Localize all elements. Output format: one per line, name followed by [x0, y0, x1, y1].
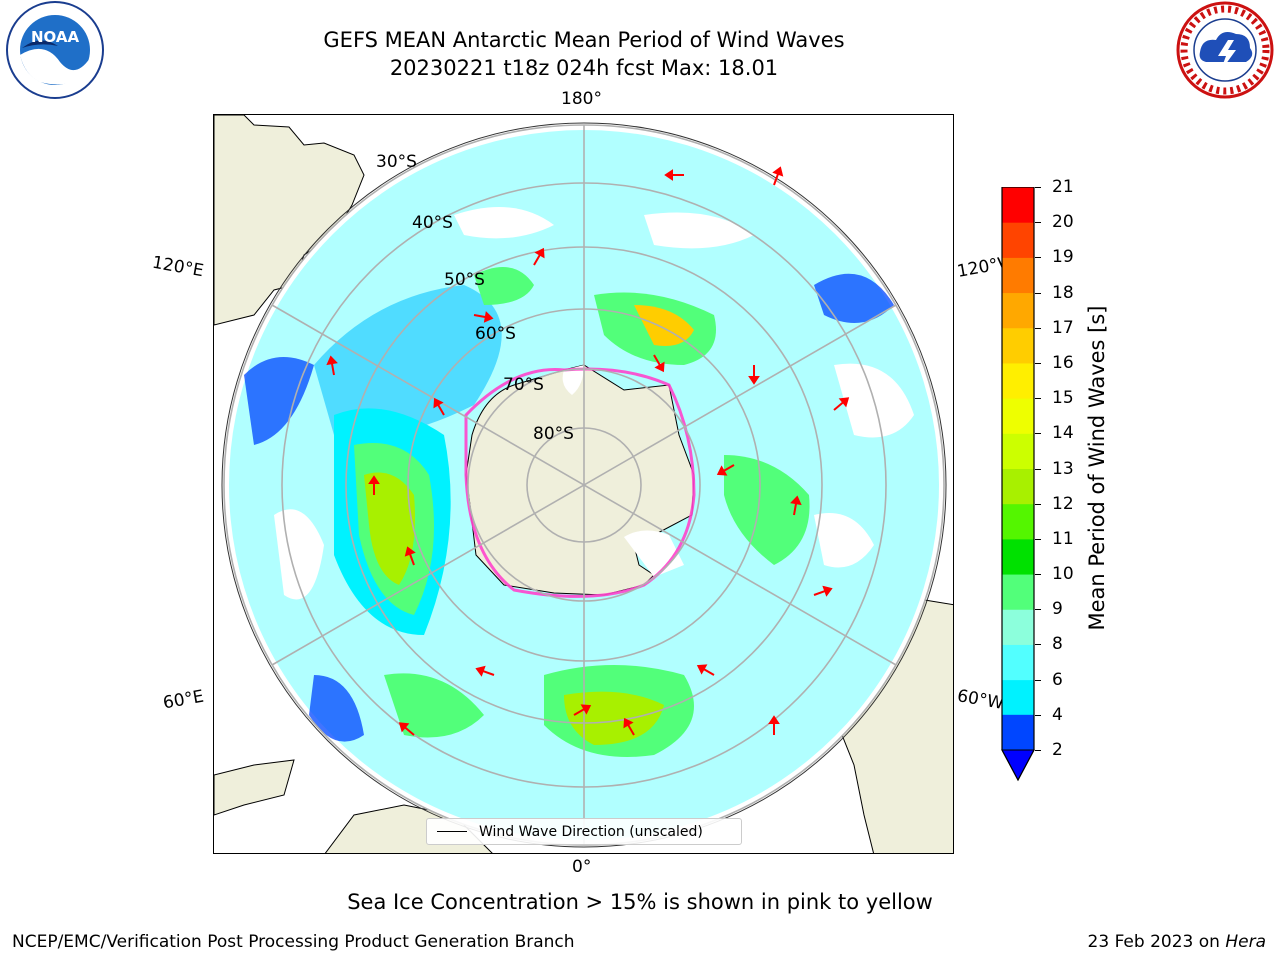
colorbar-tick-label: 19 — [1052, 247, 1074, 268]
lat-label-80s: 80°S — [533, 424, 574, 444]
colorbar-segment — [1002, 503, 1034, 540]
colorbar-segment — [1002, 292, 1034, 329]
colorbar-tick-mark — [1035, 609, 1041, 611]
colorbar-tick-mark — [1035, 750, 1041, 751]
colorbar-tick-mark — [1035, 468, 1041, 470]
colorbar-tick-mark — [1035, 503, 1041, 505]
colorbar-tick-label: 6 — [1052, 669, 1063, 690]
colorbar-tick-label: 9 — [1052, 599, 1063, 620]
colorbar-tick-label: 14 — [1052, 423, 1074, 444]
colorbar-segment — [1002, 187, 1034, 223]
colorbar-tick-mark — [1035, 187, 1041, 188]
colorbar-segment — [1002, 644, 1034, 681]
lon-label-120e: 120°E — [150, 252, 206, 282]
colorbar-tick-label: 20 — [1052, 212, 1074, 233]
lon-label-60w: 60°W — [955, 686, 1006, 714]
colorbar-segment — [1002, 714, 1034, 750]
colorbar-tick-label: 10 — [1052, 564, 1074, 585]
colorbar-tick-mark — [1035, 292, 1041, 294]
colorbar-tick-label: 2 — [1052, 740, 1063, 760]
colorbar-tick-label: 13 — [1052, 458, 1074, 479]
colorbar-tick-label: 4 — [1052, 704, 1063, 725]
colorbar-tick-label: 18 — [1052, 282, 1074, 303]
colorbar-segment — [1002, 398, 1034, 434]
legend-line-swatch — [437, 831, 467, 832]
colorbar-segment — [1002, 538, 1034, 575]
colorbar-segment — [1002, 327, 1034, 364]
colorbar-tick-label: 16 — [1052, 352, 1074, 373]
colorbar-tick-mark — [1035, 433, 1041, 435]
colorbar-tick-label: 15 — [1052, 388, 1074, 409]
lon-label-0: 0° — [572, 857, 592, 877]
footer-machine: Hera — [1225, 932, 1266, 952]
nws-logo — [1170, 0, 1280, 110]
colorbar-tick-label: 8 — [1052, 634, 1063, 655]
colorbar-segment — [1002, 574, 1034, 610]
colorbar-tick-mark — [1035, 222, 1041, 224]
colorbar-segment — [1002, 468, 1034, 505]
colorbar-tick-mark — [1035, 257, 1041, 259]
colorbar-tick-mark — [1035, 714, 1041, 716]
lat-label-50s: 50°S — [444, 270, 485, 290]
colorbar-segment — [1002, 433, 1034, 469]
colorbar-tick-mark — [1035, 574, 1041, 576]
footer-date: 23 Feb 2023 on — [1087, 932, 1220, 952]
colorbar-segment — [1002, 362, 1034, 399]
colorbar-segment — [1002, 257, 1034, 294]
colorbar-tick-mark — [1035, 644, 1041, 646]
lat-label-70s: 70°S — [503, 375, 544, 395]
map-panel — [213, 114, 954, 854]
colorbar-ticks: 2 4 6 8 9 10 11 12 13 14 15 16 17 18 19 20 21 — [1035, 177, 1102, 768]
colorbar-svg — [1001, 186, 1035, 782]
footer-left: NCEP/EMC/Verification Post Processing Pr… — [12, 932, 575, 952]
colorbar-segment — [1002, 222, 1034, 258]
colorbar — [1001, 186, 1035, 783]
colorbar-outline — [1001, 186, 1035, 782]
map-legend: Wind Wave Direction (unscaled) — [426, 818, 742, 845]
svg-text:NOAA: NOAA — [31, 28, 80, 46]
colorbar-tick-mark — [1035, 362, 1041, 364]
sea-ice-note: Sea Ice Concentration > 15% is shown in … — [347, 890, 933, 914]
lon-label-60e: 60°E — [161, 686, 206, 714]
colorbar-tick-label: 17 — [1052, 317, 1074, 338]
colorbar-segment — [1002, 609, 1034, 645]
lat-label-30s: 30°S — [376, 152, 417, 172]
lon-label-180: 180° — [561, 89, 602, 109]
legend-label: Wind Wave Direction (unscaled) — [479, 823, 703, 840]
colorbar-tick-mark — [1035, 679, 1041, 681]
colorbar-tick-label: 11 — [1052, 528, 1074, 549]
colorbar-segment — [1002, 679, 1034, 716]
colorbar-tick-label: 21 — [1052, 177, 1074, 197]
plot-title: GEFS MEAN Antarctic Mean Period of Wind … — [323, 28, 845, 52]
plot-subtitle: 20230221 t18z 024h fcst Max: 18.01 — [389, 56, 779, 80]
colorbar-extend-arrow — [1001, 749, 1035, 782]
lat-label-40s: 40°S — [412, 213, 453, 233]
lat-label-60s: 60°S — [475, 324, 516, 344]
colorbar-title: Mean Period of Wind Waves [s] — [1085, 305, 1109, 631]
colorbar-tick-mark — [1035, 327, 1041, 329]
footer-right: 23 Feb 2023 on Hera — [1088, 932, 1266, 952]
noaa-logo: NOAA — [0, 0, 110, 110]
colorbar-tick-label: 12 — [1052, 493, 1074, 514]
colorbar-tick-mark — [1035, 398, 1041, 400]
colorbar-tick-mark — [1035, 538, 1041, 540]
